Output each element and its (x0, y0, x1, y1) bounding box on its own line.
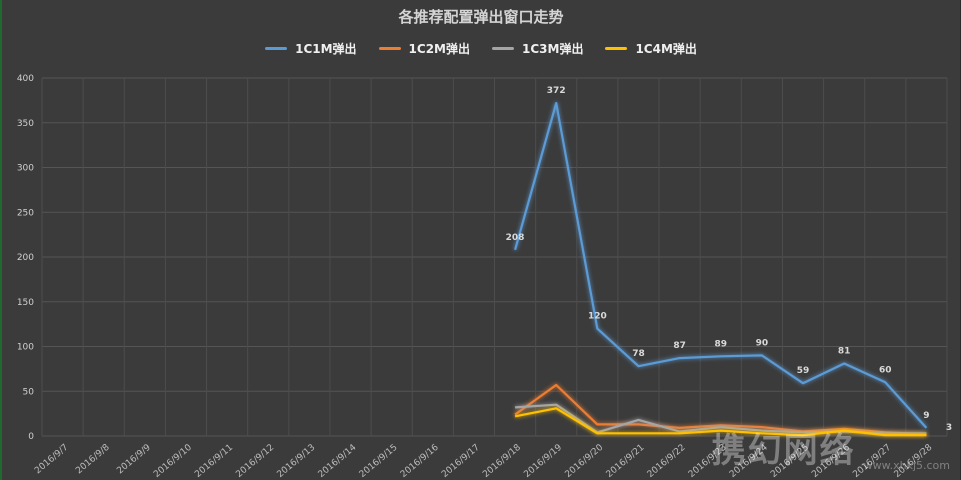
data-label: 9 (923, 411, 929, 421)
legend-swatch-1c1m (265, 47, 288, 50)
watermark-brand: 携幻网络 (711, 431, 856, 471)
x-tick-label: 2016/9/14 (317, 442, 359, 479)
x-tick-label: 2016/9/7 (33, 443, 70, 477)
legend-label-1c2m: 1C2M弹出 (408, 42, 470, 56)
data-label: 60 (879, 365, 892, 375)
x-tick-label: 2016/9/15 (358, 443, 400, 480)
series-line-2 (514, 383, 927, 436)
y-tick-label: 300 (17, 164, 34, 174)
data-label: 78 (632, 349, 645, 359)
legend-item-1c2m: 1C2M弹出 (378, 40, 470, 57)
x-tick-label: 2016/9/9 (115, 442, 153, 476)
legend-label-1c3m: 1C3M弹出 (522, 42, 584, 56)
x-tick-label: 2016/9/8 (74, 442, 112, 476)
x-tick-label: 2016/9/12 (234, 443, 276, 480)
watermark-url: www.xhkj5.com (863, 459, 950, 472)
x-tick-label: 2016/9/18 (481, 442, 523, 479)
legend-item-1c4m: 1C4M弹出 (605, 40, 697, 57)
legend-swatch-1c3m (492, 47, 514, 50)
data-label: 372 (547, 86, 566, 96)
x-tick-label: 2016/9/16 (399, 442, 441, 479)
data-label: 120 (588, 312, 607, 322)
legend-swatch-1c4m (605, 47, 628, 50)
series-line-4 (514, 407, 927, 437)
data-label: 90 (756, 338, 769, 348)
legend-item-1c1m: 1C1M弹出 (265, 40, 357, 57)
series-line-1 (514, 102, 928, 429)
x-tick-label: 2016/9/22 (646, 443, 688, 480)
chart-title: 各推荐配置弹出窗口走势 (398, 8, 564, 26)
y-tick-label: 250 (17, 208, 34, 218)
x-tick-label: 2016/9/21 (605, 443, 647, 480)
x-tick-label: 2016/9/17 (440, 443, 482, 480)
chart-legend: 1C1M弹出 1C2M弹出 1C3M弹出 1C4M弹出 (2, 40, 960, 57)
data-label: 89 (714, 339, 727, 349)
x-tick-label: 2016/9/19 (522, 442, 564, 479)
legend-item-1c3m: 1C3M弹出 (492, 40, 583, 57)
y-tick-label: 200 (17, 253, 34, 263)
x-tick-label: 2016/9/10 (152, 442, 194, 479)
data-label: 87 (673, 341, 686, 351)
data-label-extra: 3 (946, 423, 952, 433)
data-label: 59 (797, 366, 810, 376)
y-tick-label: 150 (17, 298, 34, 308)
y-tick-label: 50 (23, 387, 35, 397)
y-tick-label: 0 (28, 432, 34, 442)
x-tick-label: 2016/9/20 (563, 442, 605, 479)
legend-label-1c1m: 1C1M弹出 (295, 42, 357, 56)
y-tick-label: 350 (17, 119, 34, 129)
x-tick-label: 2016/9/11 (193, 443, 235, 480)
legend-label-1c4m: 1C4M弹出 (635, 42, 697, 56)
data-label: 208 (506, 233, 525, 243)
legend-swatch-1c2m (378, 47, 401, 50)
x-tick-label: 2016/9/13 (276, 443, 318, 480)
watermark: 携幻网络 www.xhkj5.com (712, 423, 950, 472)
y-tick-label: 100 (17, 343, 34, 353)
y-tick-label: 400 (17, 74, 34, 84)
data-label: 81 (838, 347, 851, 357)
